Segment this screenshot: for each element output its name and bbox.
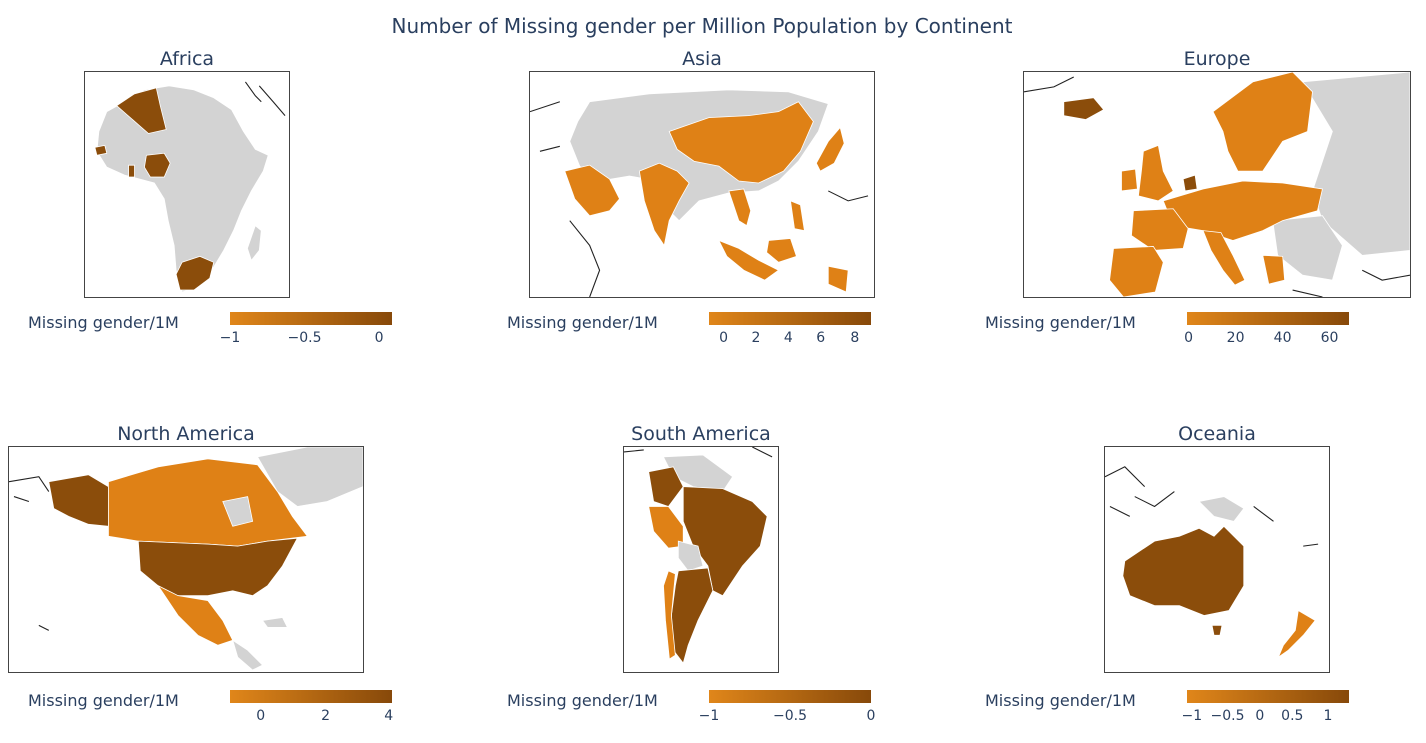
colorbar-ticks-oceania: −1 −0.5 0 0.5 1 <box>1182 708 1349 728</box>
colorbar-north-america <box>230 690 392 703</box>
map-south-america[interactable] <box>623 446 779 673</box>
tick-label: 0 <box>719 330 729 346</box>
tick-label: 0.5 <box>1281 708 1304 724</box>
na-caribbean <box>261 617 289 628</box>
europe-netherlands <box>1182 174 1198 192</box>
oceania-new-zealand <box>1277 609 1316 659</box>
colorbar-africa <box>230 312 392 325</box>
tick-label: 4 <box>384 708 394 724</box>
sa-colombia <box>648 466 684 507</box>
asia-china <box>668 101 814 184</box>
tick-label: 0 <box>866 708 876 724</box>
tick-label: 6 <box>816 330 826 346</box>
africa-landmass <box>96 85 269 293</box>
tick-label: 20 <box>1226 330 1245 346</box>
oceania-new-guinea <box>1198 496 1245 522</box>
tick-label: −1 <box>1181 708 1203 724</box>
chart-title: Number of Missing gender per Million Pop… <box>391 14 1013 38</box>
africa-senegal <box>94 144 108 156</box>
asia-indonesia <box>718 239 780 281</box>
colorbar-label-north-america: Missing gender/1M <box>28 691 179 710</box>
colorbar-oceania <box>1187 690 1349 703</box>
africa-ghana <box>128 164 135 178</box>
asia-japan <box>815 126 845 172</box>
na-mexico <box>156 584 234 646</box>
map-africa[interactable] <box>84 71 290 298</box>
colorbar-asia <box>709 312 871 325</box>
map-oceania[interactable] <box>1104 446 1330 673</box>
na-usa <box>137 537 299 597</box>
asia-new-guinea <box>827 265 849 293</box>
sa-brazil <box>682 486 768 597</box>
asia-india <box>638 162 690 247</box>
colorbar-ticks-africa: −1 −0.5 0 <box>220 330 392 350</box>
map-europe[interactable] <box>1023 71 1411 298</box>
colorbar-ticks-asia: 0 2 4 6 8 <box>709 330 871 350</box>
panel-title-europe: Europe <box>1183 48 1251 70</box>
tick-label: 2 <box>751 330 761 346</box>
oceania-australia <box>1122 525 1245 616</box>
tick-label: 0 <box>1255 708 1265 724</box>
panel-title-africa: Africa <box>159 48 215 70</box>
colorbar-ticks-north-america: 0 2 4 <box>230 708 394 728</box>
tick-label: 1 <box>1323 708 1333 724</box>
europe-central <box>1162 180 1323 241</box>
colorbar-label-europe: Missing gender/1M <box>985 313 1136 332</box>
europe-greece <box>1262 254 1286 285</box>
sa-argentina <box>670 567 714 664</box>
europe-uk <box>1137 144 1174 202</box>
colorbar-label-africa: Missing gender/1M <box>28 313 179 332</box>
africa-algeria <box>116 87 167 134</box>
tick-label: −0.5 <box>1210 708 1245 724</box>
asia-southeast <box>728 188 752 227</box>
map-north-america[interactable] <box>8 446 364 673</box>
tick-label: 8 <box>850 330 860 346</box>
panel-title-asia: Asia <box>682 48 722 70</box>
colorbar-label-south-america: Missing gender/1M <box>507 691 658 710</box>
oceania-tasmania <box>1211 625 1223 636</box>
colorbar-label-asia: Missing gender/1M <box>507 313 658 332</box>
asia-borneo <box>766 238 797 263</box>
na-alaska <box>48 474 109 527</box>
tick-label: −1 <box>698 708 720 724</box>
tick-label: −1 <box>219 330 241 346</box>
tick-label: 4 <box>783 330 793 346</box>
tick-label: 0 <box>256 708 266 724</box>
tick-label: 40 <box>1273 330 1292 346</box>
colorbar-south-america <box>709 690 871 703</box>
europe-ireland <box>1121 168 1138 192</box>
sa-bolivia <box>677 540 704 572</box>
colorbar-europe <box>1187 312 1349 325</box>
africa-nigeria <box>144 152 171 178</box>
europe-italy <box>1202 230 1246 286</box>
tick-label: 2 <box>321 708 331 724</box>
na-central-america <box>232 639 264 671</box>
europe-scandinavia <box>1212 72 1313 172</box>
europe-france <box>1131 208 1189 251</box>
europe-iberia <box>1109 246 1164 297</box>
na-greenland <box>256 447 363 507</box>
colorbar-ticks-europe: 0 20 40 60 <box>1184 330 1349 350</box>
panel-title-south-america: South America <box>631 423 771 445</box>
tick-label: −0.5 <box>287 330 322 346</box>
africa-south-africa <box>175 255 215 291</box>
tick-label: 60 <box>1320 330 1339 346</box>
tick-label: 0 <box>374 330 384 346</box>
europe-east <box>1272 215 1343 281</box>
asia-philippines <box>789 200 805 232</box>
tick-label: −0.5 <box>773 708 807 724</box>
colorbar-label-oceania: Missing gender/1M <box>985 691 1136 710</box>
panel-title-oceania: Oceania <box>1178 423 1256 445</box>
tick-label: 0 <box>1184 330 1194 346</box>
map-asia[interactable] <box>529 71 875 298</box>
colorbar-ticks-south-america: −1 −0.5 0 <box>699 708 876 728</box>
na-hudson-bay <box>222 496 254 527</box>
europe-iceland <box>1063 97 1105 120</box>
sa-chile <box>663 570 676 660</box>
panel-title-north-america: North America <box>117 423 255 445</box>
asia-saudi-arabia <box>564 164 620 217</box>
